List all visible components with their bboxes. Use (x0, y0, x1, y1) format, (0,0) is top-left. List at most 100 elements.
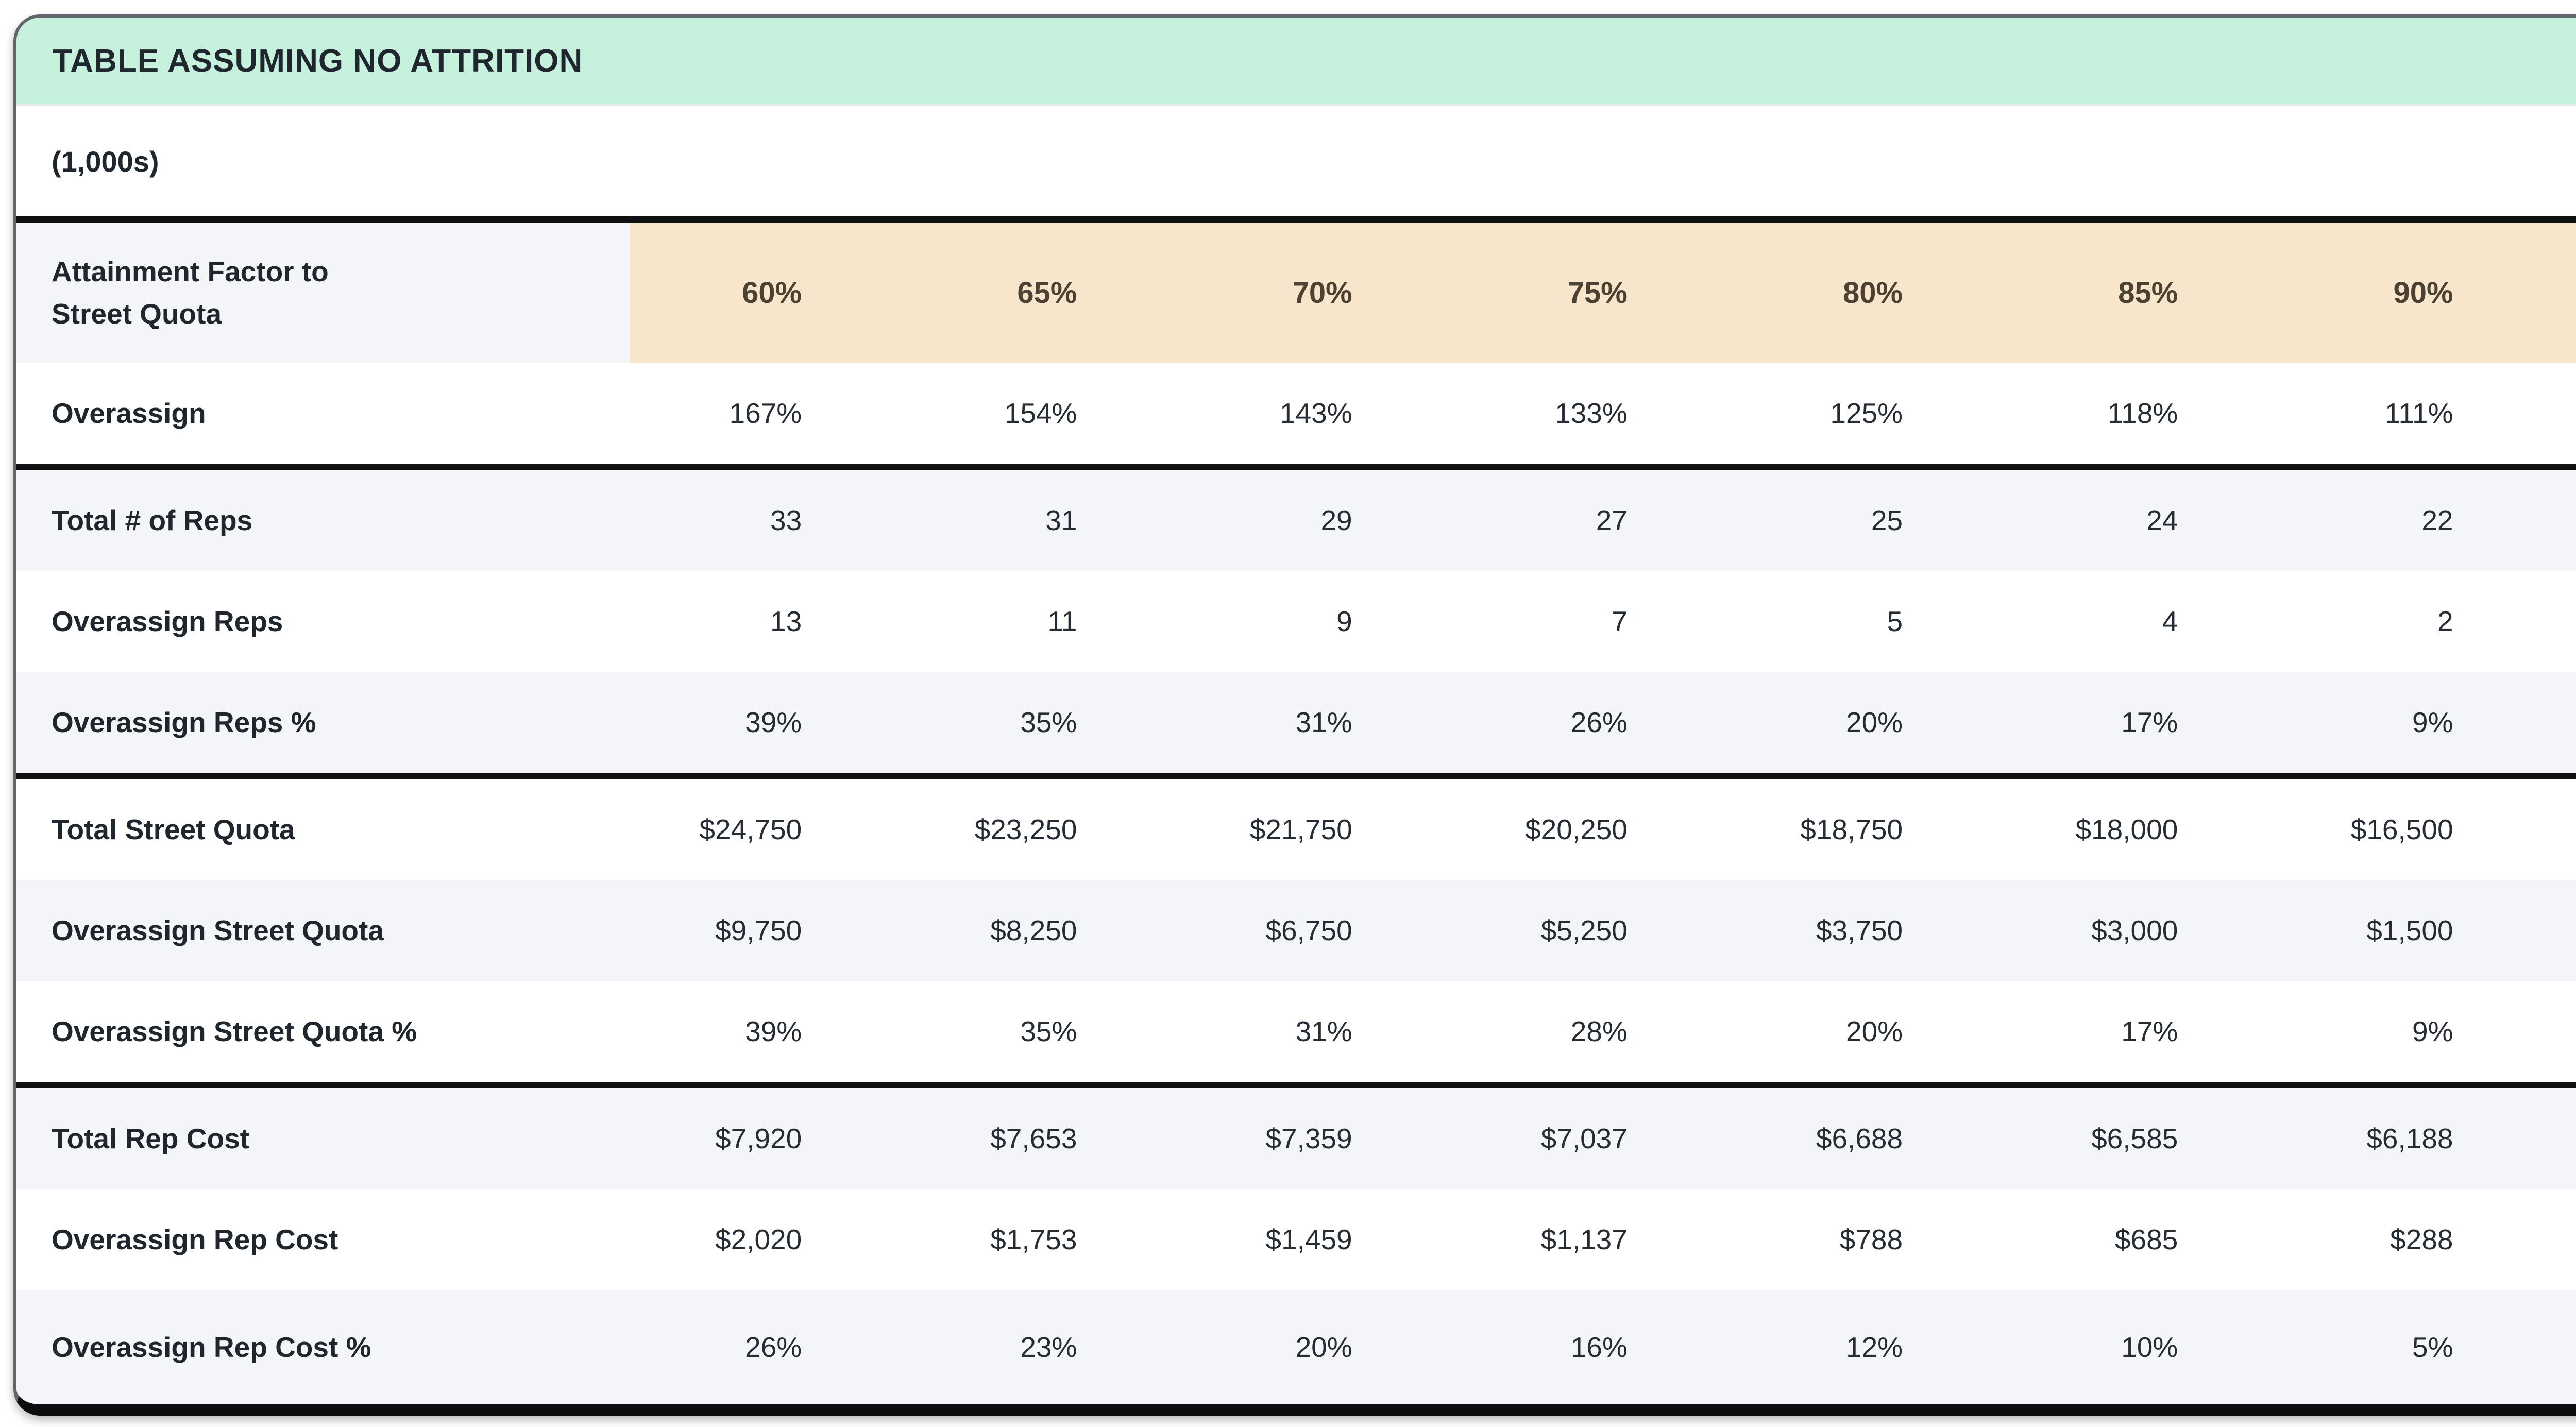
cell-value: $20,250 (1525, 813, 1628, 845)
attainment-row-label-text: Attainment Factor to Street Quota (52, 255, 329, 330)
cell-value: 17% (2121, 706, 2178, 738)
attainment-value: 90% (2281, 223, 2556, 363)
cell-value: 35% (1020, 706, 1077, 738)
cell-value: 12% (1846, 1331, 1903, 1363)
table-row: Total Rep Cost $7,920 $7,653 $7,359 $7,037 $6… (16, 1088, 2576, 1189)
cell-value: $6,750 (1265, 914, 1352, 946)
cell-value: $18,750 (1800, 813, 1903, 845)
cell-value: 10% (2121, 1331, 2178, 1363)
attainment-row-label: Attainment Factor to Street Quota (16, 223, 630, 363)
row-label: Total Street Quota (52, 813, 295, 845)
row-label: Overassign Street Quota % (52, 1015, 417, 1047)
table-row: Overassign Street Quota % 39% 35% 31% 28% 20%… (16, 981, 2576, 1088)
cell-value: 20% (1295, 1331, 1352, 1363)
cell-value: $9,750 (715, 914, 802, 946)
cell-value: $16,500 (2350, 813, 2453, 845)
cell-value: $6,051 (2556, 1088, 2576, 1189)
cell-value: 105% (2556, 363, 2576, 464)
cell-value: $7,359 (1265, 1123, 1352, 1154)
attainment-value: 80% (1730, 223, 2006, 363)
cell-value: 31 (1045, 504, 1077, 536)
units-row: (1,000s) (16, 106, 2576, 223)
table-row: Total Street Quota $24,750 $23,250 $21,750 $… (16, 779, 2576, 880)
cell-value: 9% (2412, 1015, 2453, 1047)
attainment-value: 95% (2556, 223, 2576, 363)
cell-value: 20% (1846, 706, 1903, 738)
cell-value: 5 (1887, 605, 1903, 637)
cell-value: 9% (2412, 706, 2453, 738)
cell-value: $1,459 (1265, 1224, 1352, 1255)
cell-value: 23% (1020, 1331, 1077, 1363)
cell-value: 27 (1596, 504, 1628, 536)
cell-value: 5% (2556, 981, 2576, 1082)
cell-value: 4 (2162, 605, 2178, 637)
cell-value: $1,137 (1540, 1224, 1628, 1255)
cell-value: $24,750 (699, 813, 802, 845)
cell-value: 167% (729, 397, 802, 429)
attainment-row: Attainment Factor to Street Quota 60% 65%… (16, 223, 2576, 363)
cell-value: 11 (1047, 605, 1077, 637)
cell-value: 39% (745, 1015, 802, 1047)
cell-value: $3,750 (1816, 914, 1903, 946)
cell-value: $3,000 (2091, 914, 2178, 946)
cell-value: $18,000 (2075, 813, 2178, 845)
cell-value: 20% (1846, 1015, 1903, 1047)
cell-value: $2,020 (715, 1224, 802, 1255)
cell-value: 1 (2556, 571, 2576, 672)
cell-value: 26% (1570, 706, 1628, 738)
units-label: (1,000s) (52, 145, 159, 178)
cell-value: $750 (2556, 880, 2576, 981)
table-title: TABLE ASSUMING NO ATTRITION (53, 43, 583, 79)
cell-value: 133% (1555, 397, 1628, 429)
cell-value: 5% (2556, 672, 2576, 773)
row-label: Total # of Reps (52, 504, 253, 536)
cell-value: $7,920 (715, 1123, 802, 1154)
cell-value: 13 (770, 605, 802, 637)
table-row: Total # of Reps333129272524222120 (16, 470, 2576, 571)
cell-value: 24 (2146, 504, 2178, 536)
cell-value: $6,688 (1816, 1123, 1903, 1154)
cell-value: $1,753 (990, 1224, 1077, 1255)
cell-value: $6,585 (2091, 1123, 2178, 1154)
attainment-value: 65% (905, 223, 1180, 363)
cell-value: 39% (745, 706, 802, 738)
table-header: TABLE ASSUMING NO ATTRITION (16, 18, 2576, 106)
cell-value: 21 (2556, 470, 2576, 571)
cell-value: 28% (1570, 1015, 1628, 1047)
row-label: Overassign Rep Cost (52, 1224, 338, 1255)
table-row: Overassign Street Quota $9,750 $8,250 $6,75… (16, 880, 2576, 981)
cell-value: 125% (1830, 397, 1903, 429)
cell-value: 31% (1295, 1015, 1352, 1047)
cell-value: 22 (2421, 504, 2453, 536)
cell-value: 2% (2556, 1290, 2576, 1404)
cell-value: 154% (1004, 397, 1077, 429)
cell-value: $288 (2390, 1224, 2453, 1255)
cell-value: 143% (1279, 397, 1352, 429)
cell-value: $7,037 (1540, 1123, 1628, 1154)
row-label: Overassign Reps (52, 605, 283, 637)
table-row: Overassign Reps %39%35%31%26%20%17%9%5%0… (16, 672, 2576, 779)
cell-value: 7 (1612, 605, 1628, 637)
cell-value: $788 (1839, 1224, 1903, 1255)
cell-value: 26% (745, 1331, 802, 1363)
row-label: Overassign Street Quota (52, 914, 384, 946)
cell-value: 2 (2437, 605, 2453, 637)
attainment-value: 75% (1455, 223, 1731, 363)
cell-value: 16% (1570, 1331, 1628, 1363)
cell-value: 29 (1320, 504, 1352, 536)
cell-value: 33 (770, 504, 802, 536)
row-label: Overassign Rep Cost % (52, 1331, 371, 1363)
row-label: Overassign (52, 397, 206, 429)
cell-value: $685 (2114, 1224, 2178, 1255)
cell-value: 17% (2121, 1015, 2178, 1047)
cell-value: $7,653 (990, 1123, 1077, 1154)
cell-value: $23,250 (974, 813, 1077, 845)
attainment-value: 70% (1180, 223, 1455, 363)
attainment-value: 85% (2006, 223, 2281, 363)
table-row: Overassign Reps13119754210 (16, 571, 2576, 672)
cell-value: $1,500 (2366, 914, 2453, 946)
table-row: Overassign Rep Cost $2,020 $1,753 $1,459 $1,… (16, 1189, 2576, 1290)
row-label: Total Rep Cost (52, 1123, 249, 1154)
cell-value: 25 (1871, 504, 1903, 536)
attainment-value: 60% (630, 223, 905, 363)
